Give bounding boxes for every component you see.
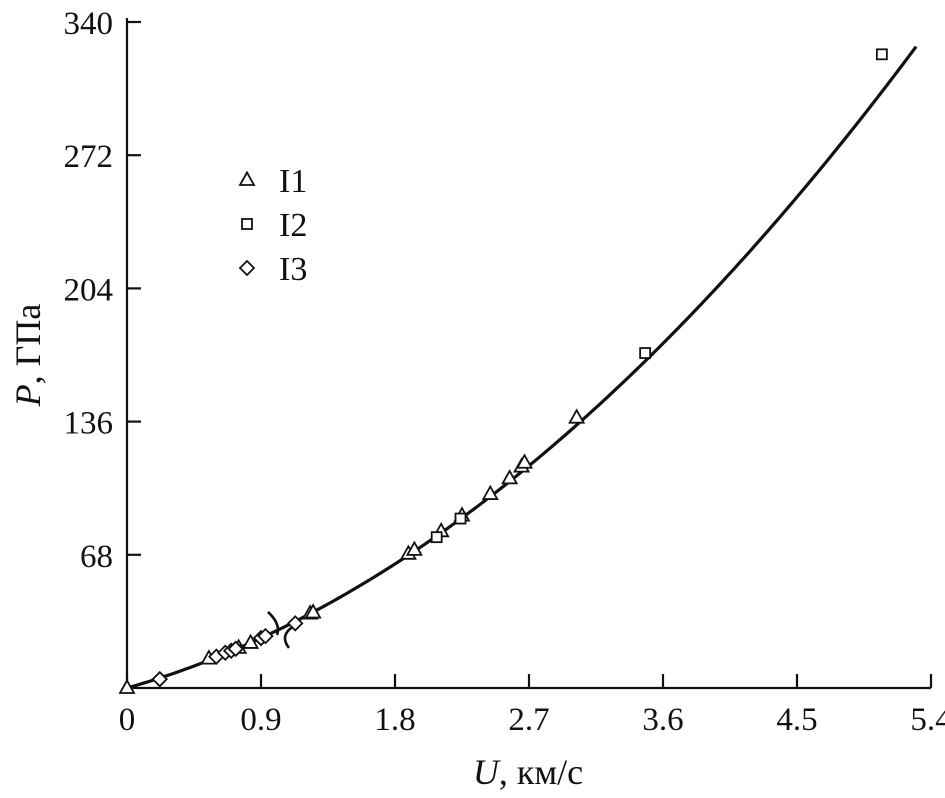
x-tick-label: 2.7 [508,702,549,738]
x-tick-label: 0 [119,702,136,738]
fit-curve [126,45,918,690]
y-axis-var: P [8,384,48,407]
legend-marker-diamond [238,259,256,277]
y-tick-label: 204 [64,272,114,308]
y-axis-title: P, ГПа [8,304,48,408]
y-tick-label: 68 [80,539,113,575]
data-point-i1 [481,484,499,500]
data-point-i2 [639,347,652,359]
ticks: 0 0.9 1.8 2.7 3.6 4.5 5.4 68 136 204 272 340 [64,6,945,738]
data-point-i1 [568,408,586,424]
data-point-i1 [501,469,519,485]
data-point-i3 [257,627,274,645]
y-tick-label: 136 [64,406,114,442]
x-tick-label: 3.6 [642,702,683,738]
data-point-i3 [227,640,244,658]
x-tick-label: 4.5 [776,702,817,738]
data-point-i1 [304,603,322,619]
legend-marker-triangle [238,170,256,186]
axes [125,18,931,690]
data-point-i2 [875,48,888,61]
legend-label: I3 [279,251,307,288]
y-tick-label: 340 [64,6,114,42]
y-axis-unit: , ГПа [8,304,48,385]
legend-label: I2 [279,207,307,244]
x-axis-var: U [473,752,501,792]
data-point-i1 [118,678,136,694]
y-tick-label: 272 [64,139,114,175]
legend-label: I1 [279,163,307,200]
data-point-i1 [515,453,534,469]
x-tick-label: 1.8 [374,702,415,738]
data-point-i1 [405,540,423,556]
x-axis-title: U, км/с [473,752,583,792]
data-markers [118,48,888,694]
data-point-i2 [454,512,467,525]
x-tick-label: 0.9 [240,702,281,738]
data-point-i1 [242,633,260,649]
x-tick-label: 5.4 [910,702,945,738]
data-point-i3 [286,615,304,632]
x-axis-unit: , км/с [499,752,583,792]
data-point-i3 [151,670,169,688]
legend-marker-square [241,218,253,230]
legend: I1 I2 I3 [238,163,307,288]
data-point-i2 [430,531,443,544]
